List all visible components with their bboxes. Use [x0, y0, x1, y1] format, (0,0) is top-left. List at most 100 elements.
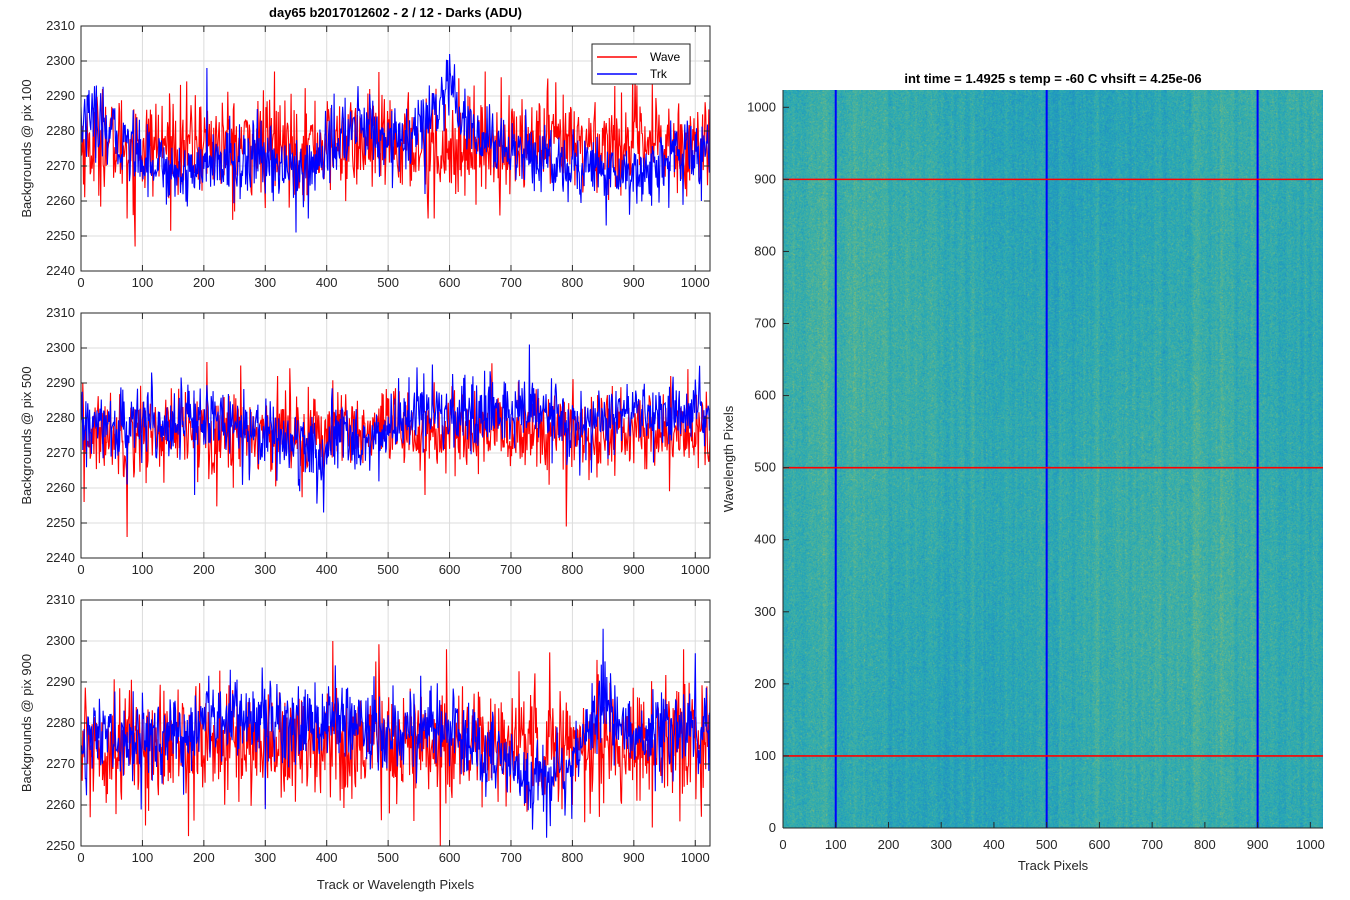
y-tick-label: 900: [754, 171, 776, 186]
y-tick-label: 100: [754, 748, 776, 763]
x-tick-label: 500: [377, 562, 399, 577]
x-tick-label: 900: [623, 562, 645, 577]
y-tick-label: 2280: [46, 715, 75, 730]
y-tick-label: 2260: [46, 480, 75, 495]
y-axis-label: Wavelength Pixels: [721, 405, 736, 512]
y-tick-label: 2260: [46, 193, 75, 208]
y-tick-label: 2250: [46, 515, 75, 530]
line-chart-2: 0 100 200 300 400 500 600 700 800 900 1000 2240 2250…: [19, 305, 711, 577]
series-wave: [81, 71, 710, 247]
y-tick-label: 0: [769, 820, 776, 835]
x-tick-label: 200: [193, 275, 215, 290]
x-tick-label: 600: [1089, 837, 1111, 852]
y-axis-label: Backgrounds @ pix 100: [19, 79, 34, 217]
x-tick-label: 400: [316, 850, 338, 865]
y-tick-label: 2280: [46, 123, 75, 138]
y-tick-label: 2240: [46, 263, 75, 278]
y-tick-label: 2300: [46, 633, 75, 648]
axes-box: [80, 25, 711, 272]
x-tick-label: 100: [132, 562, 154, 577]
x-tick-label: 1000: [681, 850, 710, 865]
y-tick-label: 2300: [46, 340, 75, 355]
x-tick-label: 700: [500, 562, 522, 577]
x-tick-label: 600: [439, 562, 461, 577]
y-tick-label: 2250: [46, 838, 75, 853]
x-tick-label: 100: [132, 275, 154, 290]
x-tick-label: 400: [316, 562, 338, 577]
y-tick-label: 300: [754, 604, 776, 619]
x-tick-label: 1000: [681, 562, 710, 577]
y-tick-label: 2290: [46, 375, 75, 390]
y-tick-label: 2250: [46, 228, 75, 243]
y-tick-label: 400: [754, 532, 776, 547]
y-tick-label: 2270: [46, 756, 75, 771]
x-tick-label: 900: [623, 275, 645, 290]
x-tick-label: 200: [193, 850, 215, 865]
y-axis-label: Backgrounds @ pix 900: [19, 654, 34, 792]
x-tick-label: 900: [1247, 837, 1269, 852]
y-tick-label: 2310: [46, 305, 75, 320]
y-tick-label: 500: [754, 460, 776, 475]
legend: Wave Trk: [591, 43, 691, 85]
x-tick-label: 800: [562, 275, 584, 290]
y-tick-label: 800: [754, 243, 776, 258]
x-tick-label: 300: [254, 850, 276, 865]
legend-box: [591, 43, 691, 85]
y-tick-label: 2260: [46, 797, 75, 812]
axes-box: [80, 312, 711, 559]
y-tick-label: 2270: [46, 445, 75, 460]
x-tick-label: 800: [1194, 837, 1216, 852]
x-axis-label: Track Pixels: [1018, 858, 1089, 873]
heatmap-title: int time = 1.4925 s temp = -60 C vhsift …: [904, 71, 1201, 86]
y-axis-label: Backgrounds @ pix 500: [19, 366, 34, 504]
x-tick-label: 600: [439, 850, 461, 865]
y-tick-label: 2310: [46, 592, 75, 607]
line-chart-3: 0 100 200 300 400 500 600 700 800 900 1000 2250 2260…: [19, 592, 711, 892]
heatmap-chart: 0 100 200 300 400 500 600 700 800 900 1000 0 100 200 3…: [721, 71, 1325, 873]
x-tick-label: 0: [779, 837, 786, 852]
y-tick-label: 2280: [46, 410, 75, 425]
chart-title: day65 b2017012602 - 2 / 12 - Darks (ADU): [269, 5, 522, 20]
series-trk: [81, 53, 710, 233]
x-axis-label: Track or Wavelength Pixels: [317, 877, 475, 892]
series-wave: [81, 640, 710, 846]
x-tick-label: 1000: [1296, 837, 1325, 852]
x-tick-label: 700: [500, 850, 522, 865]
y-tick-label: 2310: [46, 18, 75, 33]
x-tick-label: 0: [77, 562, 84, 577]
x-tick-label: 500: [1036, 837, 1058, 852]
x-tick-label: 300: [254, 275, 276, 290]
x-tick-label: 100: [825, 837, 847, 852]
y-tick-label: 2290: [46, 88, 75, 103]
x-tick-label: 500: [377, 850, 399, 865]
x-tick-label: 200: [878, 837, 900, 852]
x-tick-label: 400: [316, 275, 338, 290]
line-chart-1: 0 100 200 300 400 500 600 700 800 900 1000 2240 2250…: [19, 5, 711, 290]
y-tick-label: 700: [754, 316, 776, 331]
series-trk: [81, 344, 710, 513]
y-tick-label: 2240: [46, 550, 75, 565]
x-tick-label: 600: [439, 275, 461, 290]
y-tick-label: 2290: [46, 674, 75, 689]
y-tick-label: 600: [754, 388, 776, 403]
legend-label-trk: Trk: [650, 67, 668, 81]
x-tick-label: 0: [77, 275, 84, 290]
x-tick-label: 500: [377, 275, 399, 290]
x-tick-label: 900: [623, 850, 645, 865]
x-tick-label: 100: [132, 850, 154, 865]
x-tick-label: 700: [500, 275, 522, 290]
x-tick-label: 1000: [681, 275, 710, 290]
series-trk: [81, 628, 710, 838]
heatmap-image: [783, 90, 1323, 828]
y-tick-label: 2300: [46, 53, 75, 68]
y-tick-label: 200: [754, 676, 776, 691]
x-tick-label: 200: [193, 562, 215, 577]
y-tick-label: 1000: [747, 99, 776, 114]
x-tick-label: 300: [254, 562, 276, 577]
legend-label-wave: Wave: [650, 50, 681, 64]
x-tick-label: 800: [562, 562, 584, 577]
x-tick-label: 800: [562, 850, 584, 865]
x-tick-label: 400: [983, 837, 1005, 852]
x-tick-label: 700: [1141, 837, 1163, 852]
